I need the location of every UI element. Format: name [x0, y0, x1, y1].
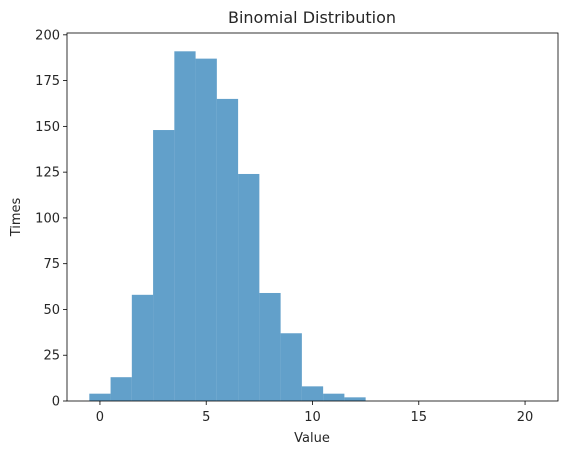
histogram-bar	[89, 393, 111, 401]
x-tick-label: 20	[517, 410, 534, 425]
histogram-bar	[301, 386, 324, 401]
histogram-bar	[216, 98, 239, 401]
histogram-bar	[195, 58, 217, 402]
x-tick-label: 10	[304, 410, 321, 425]
y-tick-label: 150	[35, 120, 60, 135]
histogram-bar	[174, 51, 196, 401]
histogram-bar	[110, 377, 132, 401]
x-axis-label: Value	[294, 431, 330, 446]
histogram-bar	[153, 130, 175, 401]
histogram-bar	[344, 397, 366, 401]
histogram-bar	[259, 292, 281, 401]
histogram-bar	[323, 393, 345, 401]
y-tick-label: 25	[43, 349, 60, 364]
x-tick-label: 0	[96, 410, 104, 425]
y-tick-label: 200	[35, 28, 60, 43]
bars-group	[89, 51, 366, 402]
chart-title: Binomial Distribution	[228, 8, 396, 27]
y-axis-label: Times	[9, 197, 24, 237]
x-tick-label: 15	[411, 410, 428, 425]
x-tick-label: 5	[202, 410, 210, 425]
y-tick-label: 175	[35, 74, 60, 89]
x-axis-ticks: 0 5 10 15 20	[96, 401, 534, 425]
histogram-bar	[280, 333, 302, 401]
y-tick-label: 75	[43, 257, 60, 272]
y-tick-label: 50	[43, 303, 60, 318]
y-tick-label: 100	[35, 211, 60, 226]
y-axis-ticks: 0 25 50 75 100 125 150 175 200	[35, 28, 67, 410]
y-tick-label: 125	[35, 166, 60, 181]
y-tick-label: 0	[52, 395, 60, 410]
histogram-bar	[131, 294, 154, 401]
histogram-bar	[238, 173, 260, 401]
